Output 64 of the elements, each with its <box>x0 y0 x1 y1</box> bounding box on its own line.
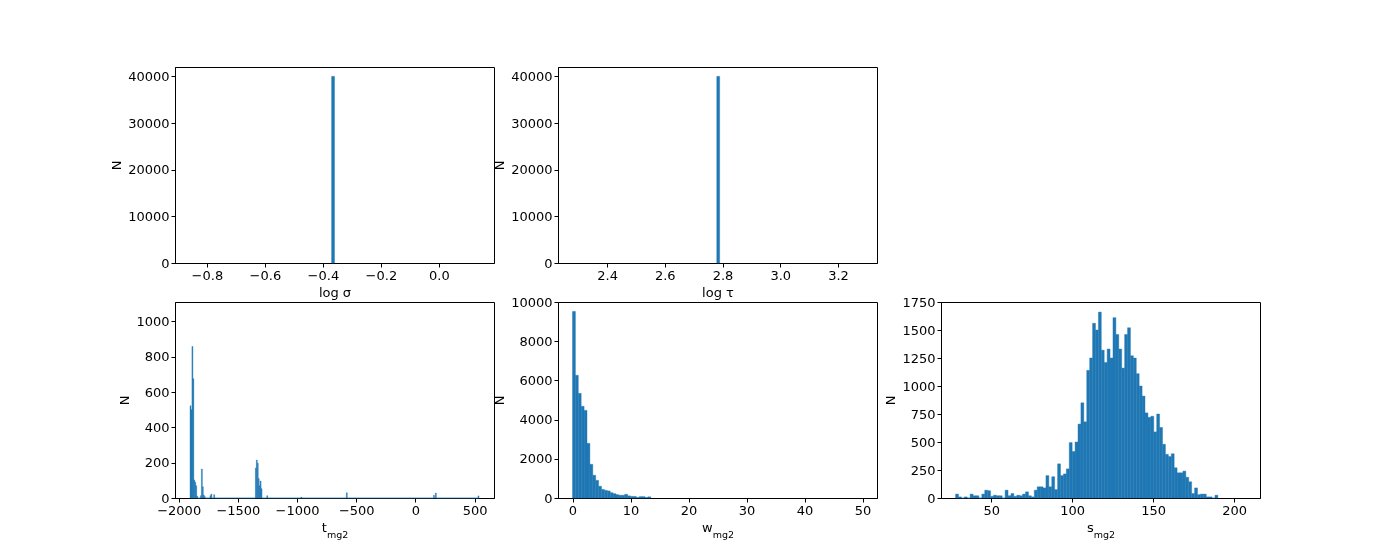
x-axis-title: s$_{mg2}$ <box>1086 519 1116 539</box>
x-axis-title: w$_{mg2}$ <box>702 519 734 539</box>
y-tick-label: 0 <box>161 255 170 271</box>
x-tick-label: 30 <box>738 502 756 518</box>
x-tick-label: 50 <box>983 502 1000 518</box>
x-tick-label: 2.8 <box>712 267 734 283</box>
y-axis-title: N <box>109 160 125 171</box>
y-tick-label: 6000 <box>519 372 553 388</box>
y-tick-label: 1000 <box>902 378 936 394</box>
y-tick-label: 1000 <box>136 313 170 329</box>
x-tick-label: 200 <box>1222 502 1248 518</box>
y-tick-label: 40000 <box>128 68 170 84</box>
x-tick-label: 100 <box>1060 502 1086 518</box>
x-tick-label: 2.4 <box>597 267 618 283</box>
y-axis-title: N <box>492 395 508 406</box>
x-tick-label: −0.4 <box>307 267 340 283</box>
x-tick-label: 0 <box>568 502 578 518</box>
y-tick-label: 10000 <box>511 294 553 310</box>
x-tick-label: 20 <box>680 502 698 518</box>
x-tick-label: 40 <box>796 502 814 518</box>
x-tick-label: 3.2 <box>828 267 849 283</box>
x-tick-label: 10 <box>622 502 640 518</box>
x-tick-label: 500 <box>462 502 488 518</box>
y-tick-label: 500 <box>910 434 936 450</box>
x-tick-label: −0.6 <box>249 267 282 283</box>
y-tick-label: 0 <box>544 255 553 271</box>
x-tick-label: −1500 <box>216 502 261 518</box>
y-axis-title: N <box>883 395 899 406</box>
y-axis-title: N <box>492 160 508 171</box>
x-tick-label: 2.6 <box>654 267 676 283</box>
y-tick-label: 30000 <box>511 115 553 131</box>
y-tick-label: 600 <box>144 384 170 400</box>
x-tick-label: 0 <box>411 502 421 518</box>
x-tick-label: 50 <box>854 502 872 518</box>
y-tick-label: 800 <box>144 349 170 365</box>
y-tick-label: 10000 <box>511 208 553 224</box>
y-tick-label: 1750 <box>902 294 936 310</box>
y-tick-label: 750 <box>910 406 936 422</box>
y-tick-label: 4000 <box>519 412 553 428</box>
y-tick-label: 0 <box>544 490 553 506</box>
x-tick-label: −1000 <box>275 502 320 518</box>
x-axis-title: log τ <box>702 284 735 300</box>
x-tick-label: −0.2 <box>365 267 398 283</box>
x-tick-label: 3.0 <box>770 267 792 283</box>
y-tick-label: 200 <box>144 455 170 471</box>
y-tick-label: 20000 <box>511 162 553 178</box>
y-tick-label: 0 <box>927 490 936 506</box>
x-tick-label: 0.0 <box>429 267 450 283</box>
x-axis-title: t$_{mg2}$ <box>321 519 349 539</box>
x-tick-label: 150 <box>1141 502 1167 518</box>
y-tick-label: 20000 <box>128 162 170 178</box>
y-tick-label: 8000 <box>519 333 553 349</box>
y-tick-label: 30000 <box>128 115 170 131</box>
x-tick-label: −0.8 <box>191 267 224 283</box>
y-tick-label: 2000 <box>519 451 553 467</box>
y-tick-label: 1500 <box>902 322 936 338</box>
x-axis-title: log σ <box>318 284 352 300</box>
y-tick-label: 10000 <box>128 208 170 224</box>
x-tick-label: −500 <box>338 502 375 518</box>
y-axis-title: N <box>117 395 133 406</box>
y-tick-label: 400 <box>144 419 170 435</box>
y-tick-label: 40000 <box>511 68 553 84</box>
y-tick-label: 250 <box>910 462 936 478</box>
y-tick-label: 1250 <box>902 350 936 366</box>
